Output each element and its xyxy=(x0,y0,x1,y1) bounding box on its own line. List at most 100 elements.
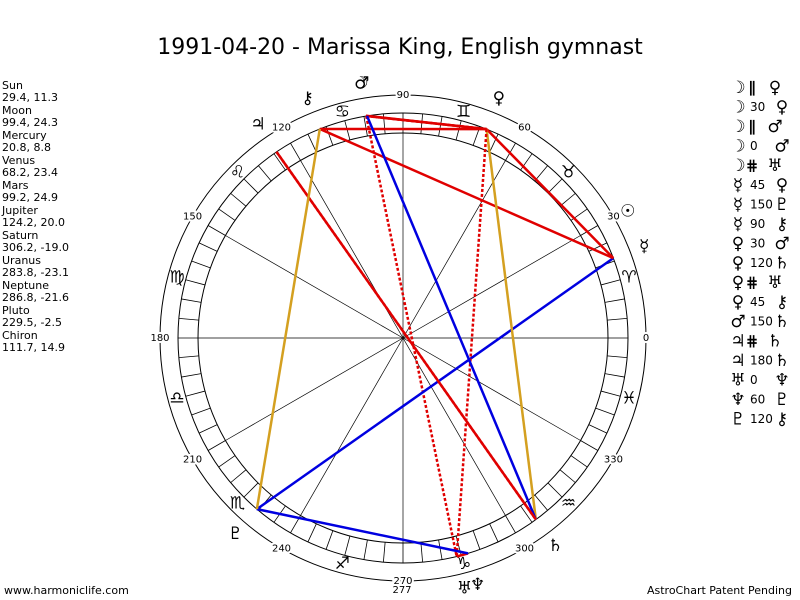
aspect-symbol: ⋕ xyxy=(746,332,759,350)
aspect-planet1: ☽ xyxy=(730,156,745,176)
aspect-symbol: 30 xyxy=(750,237,765,251)
outer-circle xyxy=(159,94,647,582)
band-tick xyxy=(218,208,236,221)
band-tick xyxy=(198,242,218,252)
band-tick xyxy=(534,165,548,182)
aspect-planet2: ♇ xyxy=(774,390,789,410)
aspect-symbol: ∥ xyxy=(748,79,756,97)
house-line xyxy=(225,337,404,441)
planet-name: Moon xyxy=(2,104,32,117)
degree-label: 270 xyxy=(393,576,412,587)
band-tick xyxy=(207,440,226,451)
house-line xyxy=(402,337,506,516)
band-tick xyxy=(455,120,462,141)
band-tick xyxy=(547,482,563,498)
aspect-symbol: 90 xyxy=(750,217,765,231)
band-tick xyxy=(344,535,351,556)
planet-name: Saturn xyxy=(2,229,38,242)
band-tick xyxy=(258,165,272,182)
planet-position: 306.2, -19.0 xyxy=(2,241,69,254)
band-tick xyxy=(178,317,199,321)
aspect-planet1: ♅ xyxy=(730,371,745,391)
planet-glyph: ☉ xyxy=(620,201,635,221)
band-tick xyxy=(580,225,599,236)
zodiac-sign: ♎ xyxy=(169,389,184,409)
aspect-line xyxy=(366,114,487,131)
degree-label: 60 xyxy=(518,123,531,134)
aspect-planet2: ♄ xyxy=(774,312,789,332)
band-tick xyxy=(181,373,202,378)
aspect-planet1: ♀ xyxy=(732,293,744,313)
zodiac-sign: ♋ xyxy=(335,102,350,122)
degree-label: 180 xyxy=(150,333,169,344)
band-tick xyxy=(290,142,301,161)
aspect-symbol: 45 xyxy=(750,295,765,309)
aspect-planet1: ♀ xyxy=(732,273,744,293)
band-tick xyxy=(604,373,625,378)
planet-name: Uranus xyxy=(2,254,41,267)
aspect-planet1: ☽ xyxy=(730,137,745,157)
band-tick xyxy=(325,530,334,550)
degree-label: 90 xyxy=(397,90,410,101)
band-tick xyxy=(520,153,533,171)
aspect-planet1: ☽ xyxy=(730,117,745,137)
aspect-planet1: ☽ xyxy=(730,78,745,98)
aspect-symbol: 30 xyxy=(750,100,765,114)
planet-glyph: ♂ xyxy=(354,73,369,93)
aspect-planet2: ♆ xyxy=(774,371,789,391)
aspect-planet1: ☽ xyxy=(730,98,745,118)
aspect-planet2: ⚷ xyxy=(776,293,788,313)
house-line xyxy=(402,160,506,339)
band-tick xyxy=(559,193,576,207)
aspect-planet1: ♀ xyxy=(732,254,744,274)
aspect-planet2: ⚷ xyxy=(776,215,788,235)
band-tick xyxy=(520,505,533,523)
degree-label: 330 xyxy=(604,455,623,466)
aspect-line xyxy=(485,128,538,520)
planet-name: Neptune xyxy=(2,279,49,292)
band-tick xyxy=(570,455,588,468)
band-tick xyxy=(307,133,317,153)
marker-label: 277 xyxy=(392,585,411,596)
degree-label: 120 xyxy=(272,123,291,134)
house-line xyxy=(225,235,404,339)
degree-label: 0 xyxy=(643,333,649,344)
planet-glyph: ♀ xyxy=(493,88,505,108)
planet-glyph: ♆ xyxy=(470,575,485,595)
planet-name: Mercury xyxy=(2,129,47,142)
aspect-line xyxy=(256,507,469,555)
band-tick xyxy=(420,113,424,134)
band-tick xyxy=(344,120,351,141)
band-tick xyxy=(559,469,576,483)
band-tick xyxy=(489,133,499,153)
aspect-planet1: ♇ xyxy=(730,410,745,430)
aspect-planet2: ⚷ xyxy=(776,410,788,430)
band-tick xyxy=(230,469,247,483)
band-tick xyxy=(534,494,548,511)
aspect-line xyxy=(365,115,538,521)
band-tick xyxy=(607,317,628,321)
planet-glyph: ☿ xyxy=(639,236,649,256)
degree-label: 150 xyxy=(183,212,202,223)
aspect-planet2: ♂ xyxy=(774,234,789,254)
planet-glyph: ♅ xyxy=(457,579,472,599)
band-tick xyxy=(207,225,226,236)
band-tick xyxy=(363,116,368,137)
aspect-planet2: ♂ xyxy=(774,137,789,157)
planet-name: Jupiter xyxy=(1,204,38,217)
aspect-line xyxy=(255,128,322,510)
zodiac-sign: ♒ xyxy=(561,493,576,513)
aspect-planet1: ♃ xyxy=(730,351,745,371)
aspect-line xyxy=(256,257,615,511)
zodiac-sign: ♊ xyxy=(456,102,471,122)
degree-label: 300 xyxy=(515,543,534,554)
planet-name: Venus xyxy=(2,154,35,167)
band-tick xyxy=(600,390,621,397)
band-tick xyxy=(382,542,386,563)
aspect-planet1: ♃ xyxy=(730,332,745,352)
planet-name: Mars xyxy=(2,179,29,192)
aspect-symbol: 150 xyxy=(750,198,773,212)
band-tick xyxy=(273,153,286,171)
planet-position: 286.8, -21.6 xyxy=(2,291,69,304)
